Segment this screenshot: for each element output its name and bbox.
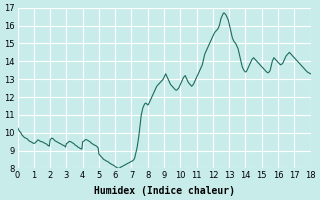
X-axis label: Humidex (Indice chaleur): Humidex (Indice chaleur) — [93, 186, 235, 196]
